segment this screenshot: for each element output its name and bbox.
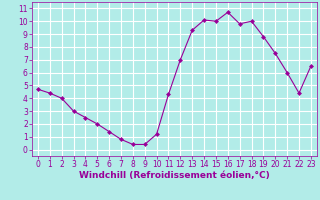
X-axis label: Windchill (Refroidissement éolien,°C): Windchill (Refroidissement éolien,°C) — [79, 171, 270, 180]
